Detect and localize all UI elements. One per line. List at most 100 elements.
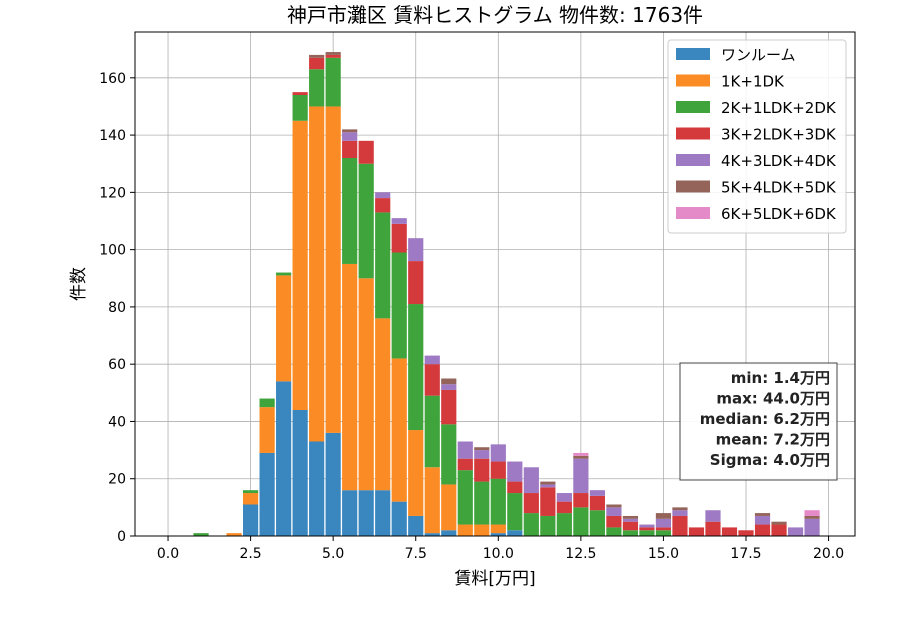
y-tick-label: 20	[108, 472, 126, 488]
bar-segment	[754, 524, 771, 536]
legend-swatch	[676, 180, 710, 193]
bar-segment	[771, 521, 787, 525]
bar-segment	[358, 140, 374, 164]
bar-segment	[540, 487, 556, 516]
bar-segment	[457, 441, 473, 459]
bar-segment	[276, 272, 292, 276]
legend-swatch	[676, 154, 710, 166]
bar-segment	[391, 358, 407, 502]
stats-frame	[679, 362, 838, 481]
legend-label: 5K+4LDK+5DK	[721, 179, 837, 197]
bar-segment	[342, 140, 358, 158]
bar-segment	[606, 504, 622, 508]
bar-segment	[754, 513, 771, 516]
bar-segment	[441, 530, 457, 536]
bar-segment	[655, 518, 672, 528]
bar-segment	[441, 484, 457, 531]
bar-segment	[540, 481, 556, 485]
bar-segment	[573, 507, 589, 536]
x-tick-label: 12.5	[565, 546, 596, 562]
bar-segment	[556, 493, 572, 502]
bar-segment	[424, 355, 440, 365]
bar-segment	[573, 452, 589, 456]
bar-segment	[639, 524, 655, 528]
bar-segment	[490, 533, 506, 536]
bar-segment	[309, 69, 325, 107]
legend-label: 4K+3LDK+4DK	[721, 152, 837, 170]
bar-segment	[589, 510, 605, 536]
bar-segment	[309, 57, 325, 70]
bar-segment	[408, 261, 424, 305]
bar-segment	[639, 527, 655, 531]
bar-segment	[672, 510, 688, 516]
stats-line: median: 6.2万円	[700, 410, 830, 428]
bar-segment	[424, 395, 440, 468]
bar-segment	[688, 527, 705, 536]
bar-segment	[507, 481, 523, 494]
bar-segment	[375, 490, 391, 536]
bar-segment	[738, 530, 754, 536]
bar-segment	[375, 212, 391, 319]
bar-segment	[573, 493, 589, 508]
legend-box	[667, 39, 847, 234]
bar-segment	[226, 533, 242, 536]
bar-segment	[408, 430, 424, 516]
bar-segment	[276, 381, 292, 536]
legend-label: 3K+2LDK+3DK	[721, 126, 837, 144]
legend-swatch	[676, 48, 710, 60]
bar-segment	[441, 384, 457, 390]
bar-segment	[606, 515, 622, 528]
legend-swatch	[676, 74, 710, 87]
bar-segment	[804, 518, 820, 536]
bar-segment	[259, 407, 275, 453]
bar-segment	[408, 304, 424, 431]
y-tick-label: 160	[99, 71, 126, 87]
bar-segment	[309, 106, 325, 442]
x-tick-label: 7.5	[405, 546, 427, 562]
bar-segment	[342, 263, 358, 491]
y-tick-label: 140	[99, 128, 126, 144]
bar-segment	[391, 501, 407, 536]
bar-segment	[474, 447, 490, 451]
stats-box: min: 1.4万円 max: 44.0万円 median: 6.2万円 mean: …	[679, 362, 838, 481]
y-tick-label: 0	[117, 529, 126, 545]
bar-segment	[391, 252, 407, 359]
bar-segment	[556, 513, 572, 536]
bar-segment	[243, 504, 259, 536]
bar-segment	[457, 470, 473, 525]
bar-segment	[573, 458, 589, 494]
bar-segment	[606, 507, 622, 516]
bar-segment	[292, 92, 308, 95]
bar-segment	[441, 389, 457, 425]
y-axis-ticks: 0 20 40 60 80 100 120 140 160	[99, 71, 135, 545]
bar-segment	[424, 364, 440, 396]
x-tick-label: 17.5	[730, 546, 761, 562]
bar-segment	[523, 467, 539, 494]
stats-line: Sigma: 4.0万円	[710, 451, 830, 469]
bar-segment	[622, 515, 639, 519]
bar-segment	[754, 515, 771, 525]
bar-segment	[424, 467, 440, 534]
bar-segment	[243, 490, 259, 494]
bar-segment	[325, 432, 341, 536]
legend-label: 2K+1LDK+2DK	[721, 99, 837, 117]
bar-segment	[342, 129, 358, 133]
y-axis-label: 件数	[69, 267, 89, 301]
stats-line: mean: 7.2万円	[716, 431, 830, 449]
bar-segment	[441, 378, 457, 385]
plot-frame	[134, 31, 856, 537]
bar-segment	[721, 527, 738, 536]
y-tick-label: 120	[99, 185, 126, 201]
bar-segment	[672, 515, 688, 536]
bar-segment	[474, 524, 490, 536]
bar-segment	[408, 515, 424, 536]
legend-label: 6K+5LDK+6DK	[721, 205, 837, 223]
bar-segment	[523, 513, 539, 536]
x-tick-label: 2.5	[239, 546, 261, 562]
y-tick-label: 60	[108, 357, 126, 373]
y-tick-label: 80	[108, 300, 126, 316]
bar-segment	[787, 527, 804, 536]
bar-segment	[259, 452, 275, 536]
bar-segment	[292, 95, 308, 121]
